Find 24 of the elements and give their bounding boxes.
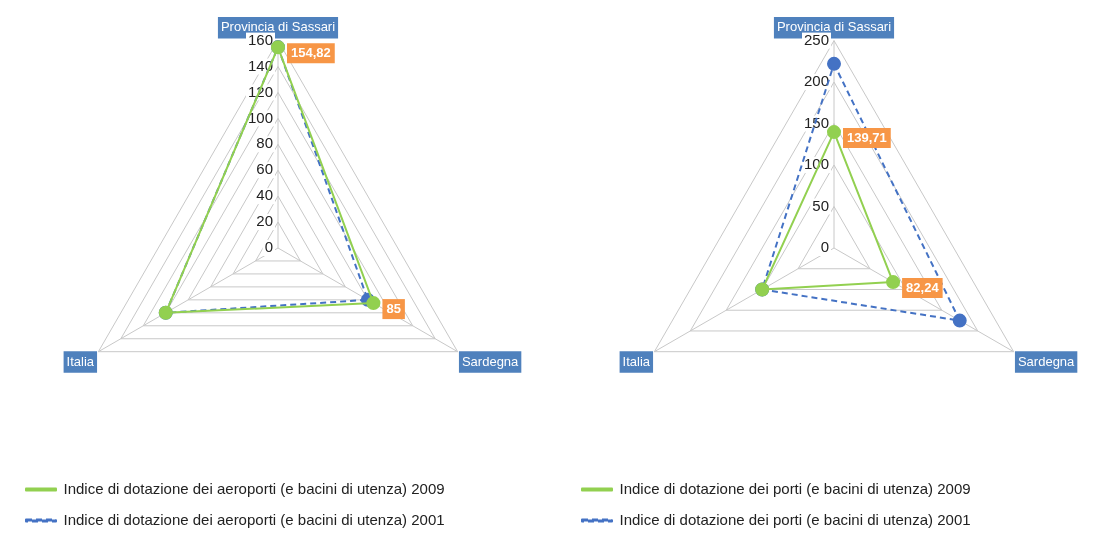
legend-label: Indice di dotazione dei porti (e bacini di utenza) 2009 [619,479,971,497]
y-tick-label: 160 [247,30,273,48]
y-tick-label: 20 [256,212,273,230]
y-tick-label: 250 [803,30,829,48]
y-tick-label: 0 [264,238,273,256]
spoke-label: Italia [66,353,95,369]
data-label: 154,82 [291,44,331,60]
y-tick-label: 80 [256,134,273,152]
legend-label: Indice di dotazione dei aeroporti (e bacini di utenza) 2009 [63,479,445,497]
y-tick-label: 200 [803,72,829,90]
data-label: 139,71 [847,129,887,145]
data-label: 82,24 [906,279,940,295]
y-tick-label: 60 [256,160,273,178]
y-tick-label: 0 [820,238,829,256]
spoke-label: Italia [622,353,651,369]
y-tick-label: 150 [803,113,829,131]
spoke-label: Sardegna [1017,353,1076,369]
y-tick-label: 50 [812,196,829,214]
y-tick-label: 100 [247,108,273,126]
spoke-label: Sardegna [461,353,520,369]
legend-label: Indice di dotazione dei aeroporti (e bacini di utenza) 2001 [63,510,445,528]
y-tick-label: 40 [256,186,273,204]
data-label: 85 [386,300,401,316]
legend-label: Indice di dotazione dei porti (e bacini di utenza) 2001 [619,510,971,528]
